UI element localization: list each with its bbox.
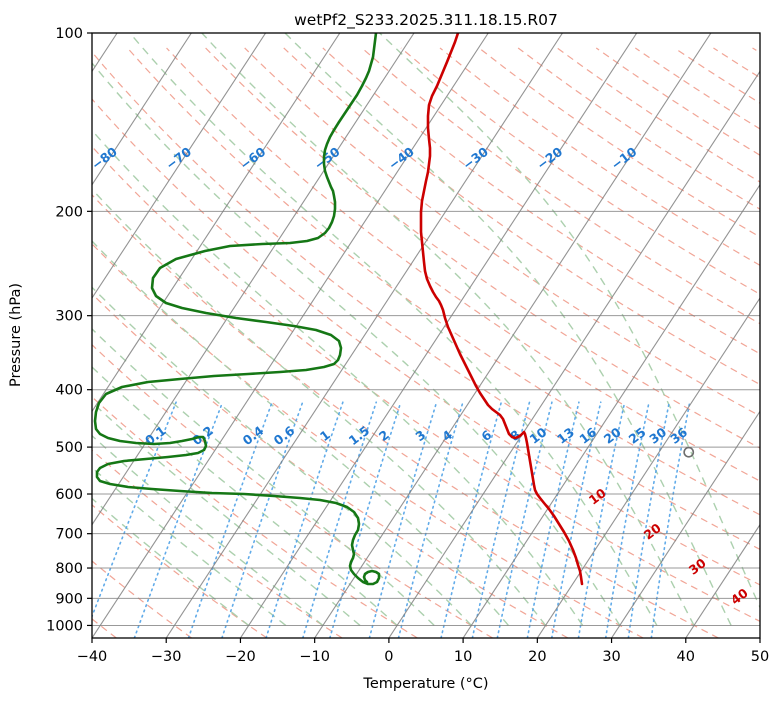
x-tick-label: −40 bbox=[77, 649, 108, 665]
y-tick-label: 200 bbox=[55, 204, 83, 220]
y-tick-label: 100 bbox=[55, 26, 83, 42]
y-axis-label: Pressure (hPa) bbox=[8, 283, 24, 387]
x-tick-label: 40 bbox=[677, 649, 695, 665]
mixing-ratio-lines bbox=[92, 401, 691, 638]
temperature-profile-line bbox=[419, 33, 584, 586]
x-tick-label: 30 bbox=[602, 649, 620, 665]
plot-background bbox=[92, 33, 760, 638]
x-axis-ticks: −40 −30 −20 −10 0 10 20 30 40 50 bbox=[77, 638, 769, 665]
dry-adiabat-lines bbox=[92, 47, 760, 638]
x-tick-label: 50 bbox=[751, 649, 769, 665]
isobar-gridlines bbox=[92, 33, 760, 626]
y-tick-label: 300 bbox=[55, 309, 83, 325]
chart-title: wetPf2_S233.2025.311.18.15.R07 bbox=[294, 11, 558, 30]
isotherm-lines bbox=[92, 33, 760, 638]
dewpoint-profile-line bbox=[93, 33, 381, 586]
y-tick-label: 600 bbox=[55, 487, 83, 503]
x-axis-label: Temperature (°C) bbox=[362, 676, 488, 692]
y-tick-label: 800 bbox=[55, 561, 83, 577]
plot-frame bbox=[91, 32, 761, 639]
x-tick-label: −30 bbox=[151, 649, 182, 665]
x-tick-label: −10 bbox=[299, 649, 330, 665]
profile-markers bbox=[683, 446, 695, 458]
y-axis-ticks: 100 200 300 400 500 600 700 800 900 1000 bbox=[46, 26, 92, 634]
y-tick-label: 1000 bbox=[46, 618, 83, 634]
x-tick-label: −20 bbox=[225, 649, 256, 665]
lcl-marker bbox=[683, 446, 695, 458]
y-tick-label: 400 bbox=[55, 383, 83, 399]
x-tick-label: 0 bbox=[384, 649, 393, 665]
x-tick-label: 20 bbox=[528, 649, 546, 665]
sounding-profile-lines bbox=[93, 33, 584, 586]
y-tick-label: 700 bbox=[55, 527, 83, 543]
x-tick-label: 10 bbox=[454, 649, 472, 665]
y-tick-label: 500 bbox=[55, 440, 83, 456]
y-tick-label: 900 bbox=[55, 591, 83, 607]
